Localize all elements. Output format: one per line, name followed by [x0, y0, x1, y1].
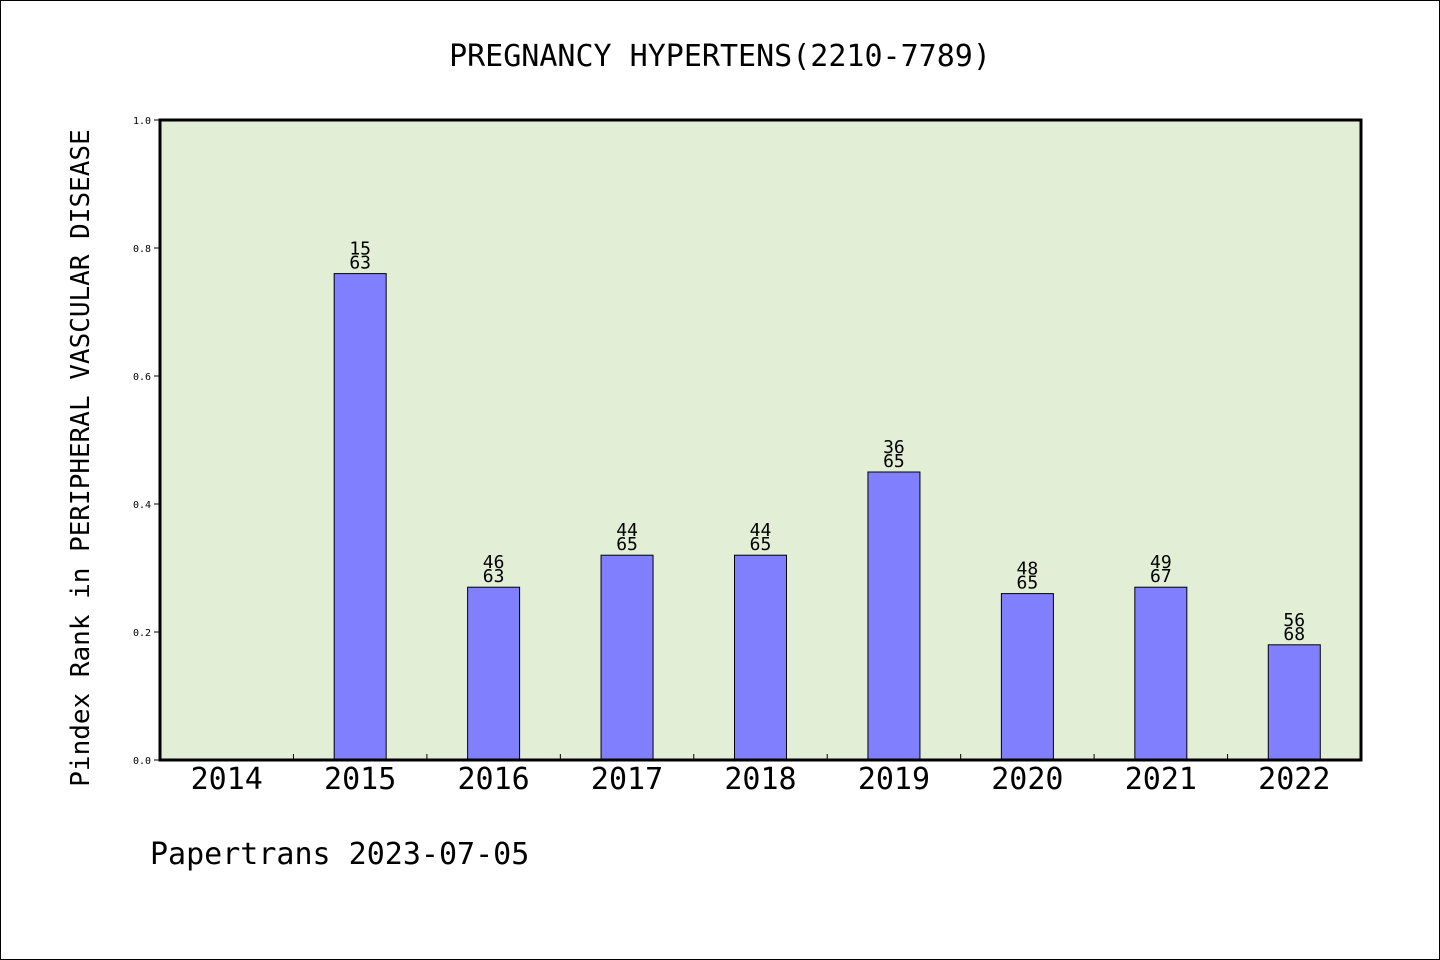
y-tick-label: 0.0 [133, 756, 151, 767]
chart-title: PREGNANCY HYPERTENS(2210-7789) [449, 39, 991, 74]
data-label-bottom: 63 [349, 253, 371, 274]
bar [734, 554, 787, 761]
data-label-top: 49 [1150, 552, 1172, 573]
data-label-top: 56 [1283, 610, 1305, 631]
x-tick-label: 2022 [1258, 762, 1330, 797]
x-tick-label: 2020 [991, 762, 1063, 797]
y-tick-label: 0.8 [133, 244, 151, 255]
y-axis-label: Pindex Rank in PERIPHERAL VASCULAR DISEA… [66, 129, 96, 786]
y-tick-label: 0.4 [133, 500, 151, 511]
data-label-top: 48 [1017, 559, 1039, 580]
ticks-group: 0.0 0.2 0.4 0.6 0.8 1.0 2014 2015 2016 2017 2018 20… [133, 116, 1330, 797]
x-tick-label: 2015 [324, 762, 396, 797]
y-tick-label: 0.2 [133, 628, 151, 639]
data-label-bottom: 63 [483, 566, 505, 587]
bar [1000, 593, 1054, 761]
x-tick-label: 2017 [591, 762, 663, 797]
y-tick-label: 0.6 [133, 372, 151, 383]
bar [600, 554, 654, 761]
x-tick-label: 2019 [858, 762, 930, 797]
x-tick-label: 2018 [724, 762, 796, 797]
bar [467, 586, 521, 761]
bar [867, 471, 921, 761]
footer-text: Papertrans 2023-07-05 [150, 837, 529, 872]
data-label-bottom: 65 [616, 534, 638, 555]
y-tick-label: 1.0 [133, 116, 151, 127]
data-label-bottom: 65 [1017, 573, 1039, 594]
data-label-bottom: 65 [883, 451, 905, 472]
x-tick-label: 2014 [191, 762, 263, 797]
data-label-bottom: 65 [750, 534, 772, 555]
data-label-top: 46 [483, 552, 505, 573]
bar [1267, 644, 1321, 761]
bar [333, 273, 387, 761]
data-label-bottom: 67 [1150, 566, 1172, 587]
data-label-top: 36 [883, 437, 905, 458]
data-label-top: 44 [616, 520, 638, 541]
data-label-bottom: 68 [1283, 624, 1305, 645]
data-label-top: 44 [750, 520, 772, 541]
bar [1134, 586, 1188, 761]
x-tick-label: 2021 [1125, 762, 1197, 797]
plot-border [158, 118, 1363, 762]
x-tick-label: 2016 [457, 762, 529, 797]
data-label-top: 15 [349, 239, 371, 260]
